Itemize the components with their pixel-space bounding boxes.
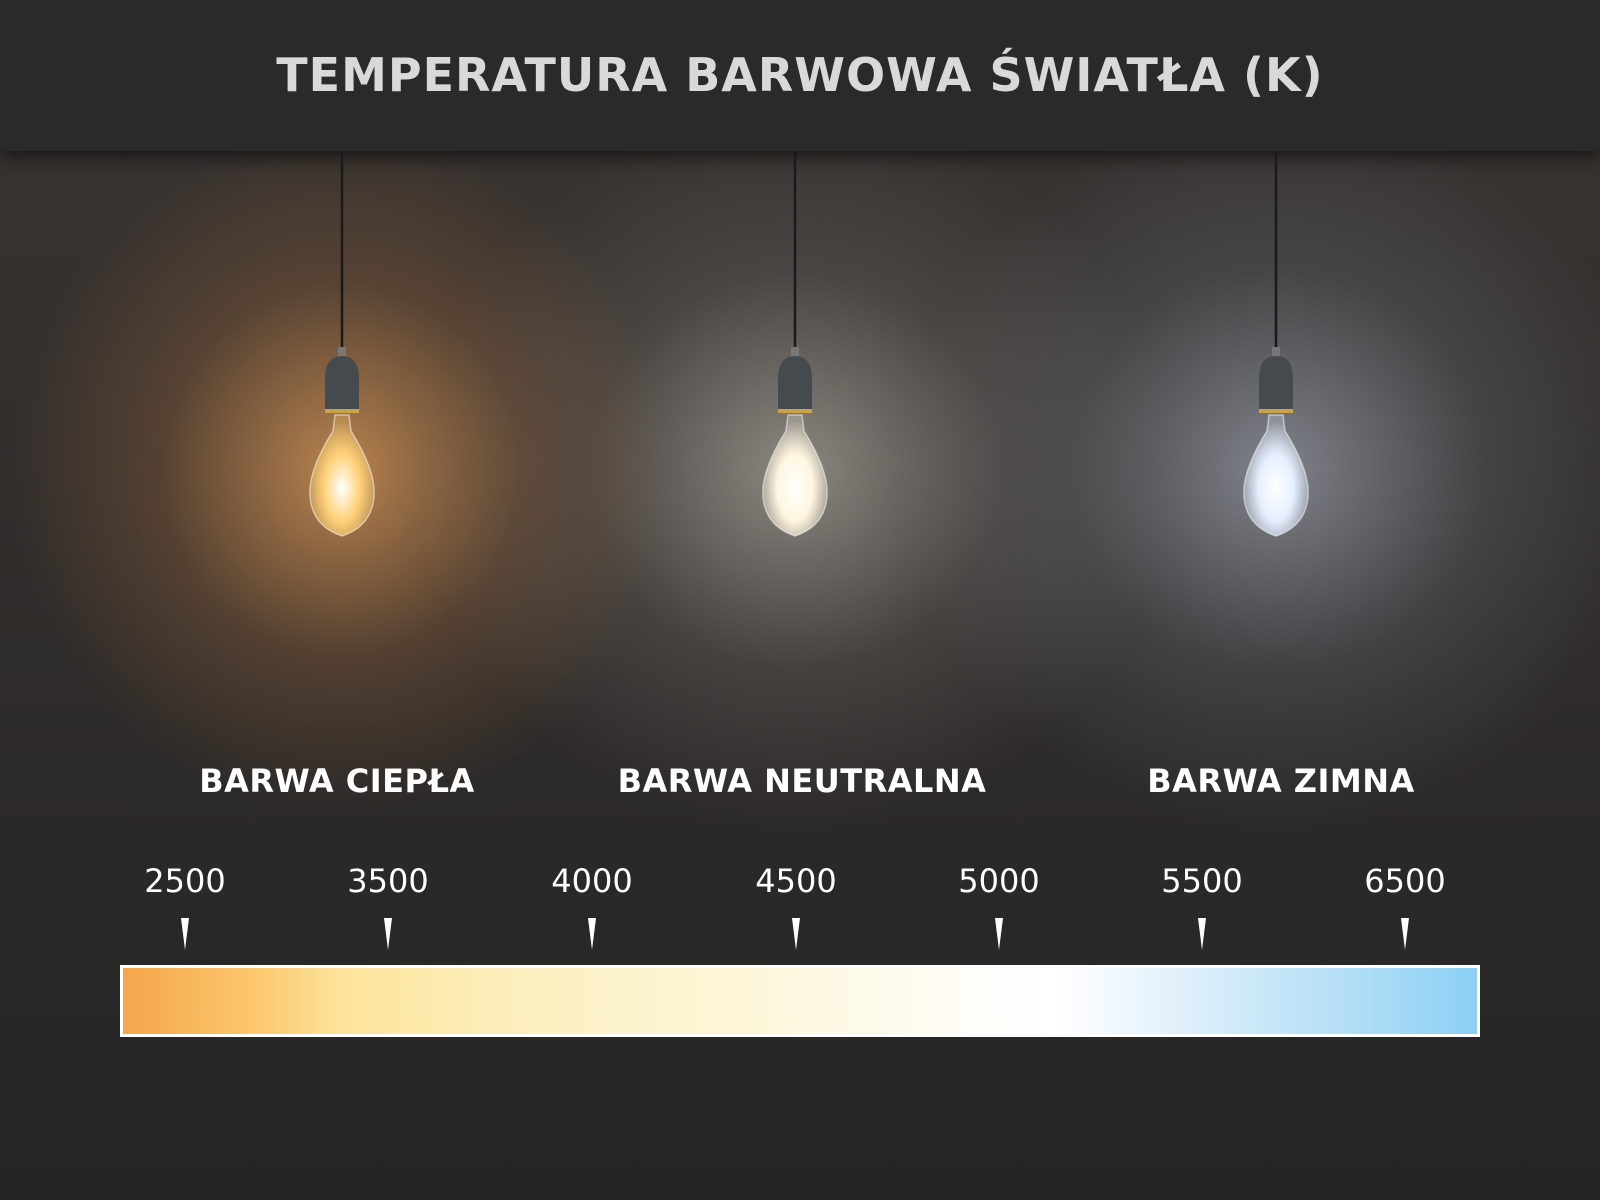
- scale-tick-marker: [181, 918, 189, 950]
- scale-tick-marker: [1401, 918, 1409, 950]
- color-temperature-gradient-bar: [120, 965, 1480, 1037]
- scale-value-label: 5500: [1161, 862, 1243, 900]
- bulb-cold-icon: [1236, 151, 1316, 551]
- scale-value-label: 4000: [551, 862, 633, 900]
- label-warm: BARWA CIEPŁA: [199, 762, 475, 800]
- scale-value-label: 3500: [347, 862, 429, 900]
- scale-value-label: 4500: [755, 862, 837, 900]
- scale-tick-marker: [1198, 918, 1206, 950]
- scale-value-label: 5000: [958, 862, 1040, 900]
- header-bar: TEMPERATURA BARWOWA ŚWIATŁA (K): [0, 0, 1600, 151]
- bulb-neutral-icon: [755, 151, 835, 551]
- scale-tick-marker: [995, 918, 1003, 950]
- scale-tick-marker: [384, 918, 392, 950]
- scale-tick-marker: [588, 918, 596, 950]
- label-neutral: BARWA NEUTRALNA: [617, 762, 987, 800]
- label-cold: BARWA ZIMNA: [1147, 762, 1415, 800]
- scale-value-label: 2500: [144, 862, 226, 900]
- scale-tick-marker: [792, 918, 800, 950]
- bulb-warm-icon: [302, 151, 382, 551]
- scale-value-label: 6500: [1364, 862, 1446, 900]
- page-title: TEMPERATURA BARWOWA ŚWIATŁA (K): [276, 47, 1324, 102]
